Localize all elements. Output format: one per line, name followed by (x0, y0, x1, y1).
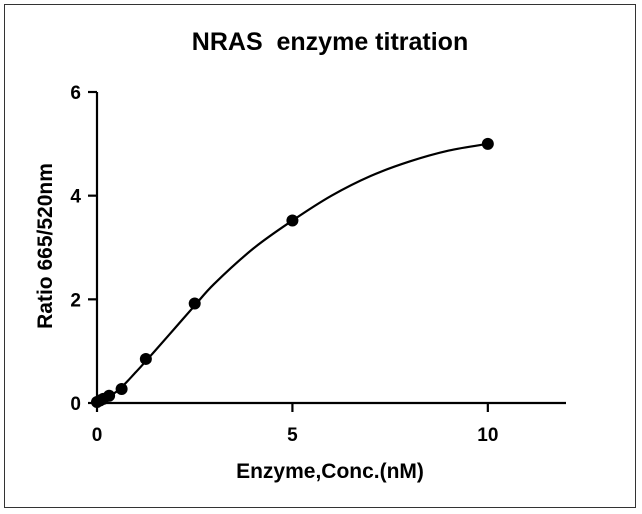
data-point (188, 297, 201, 310)
y-tick-label: 0 (70, 394, 81, 415)
data-point (286, 214, 299, 227)
chart-frame (4, 4, 636, 508)
y-tick-label: 4 (70, 187, 81, 208)
fit-curve (96, 142, 489, 403)
y-tick-label: 2 (70, 290, 81, 311)
axes: 0 2 4 6 0 5 10 (70, 83, 566, 446)
x-axis-label: Enzyme,Conc.(nM) (236, 460, 424, 483)
data-points-layer (91, 137, 494, 408)
chart-title: NRAS enzyme titration (192, 28, 468, 56)
y-tick-label: 6 (70, 83, 81, 104)
fit-curve-layer (96, 142, 489, 403)
y-axis-label: Ratio 665/520nm (34, 163, 57, 329)
data-point (115, 383, 128, 396)
x-tick-label: 5 (287, 425, 298, 446)
data-point (139, 352, 152, 365)
data-point (103, 389, 116, 402)
data-point (481, 137, 494, 150)
x-tick-label: 10 (477, 425, 498, 446)
x-tick-label: 0 (92, 425, 103, 446)
